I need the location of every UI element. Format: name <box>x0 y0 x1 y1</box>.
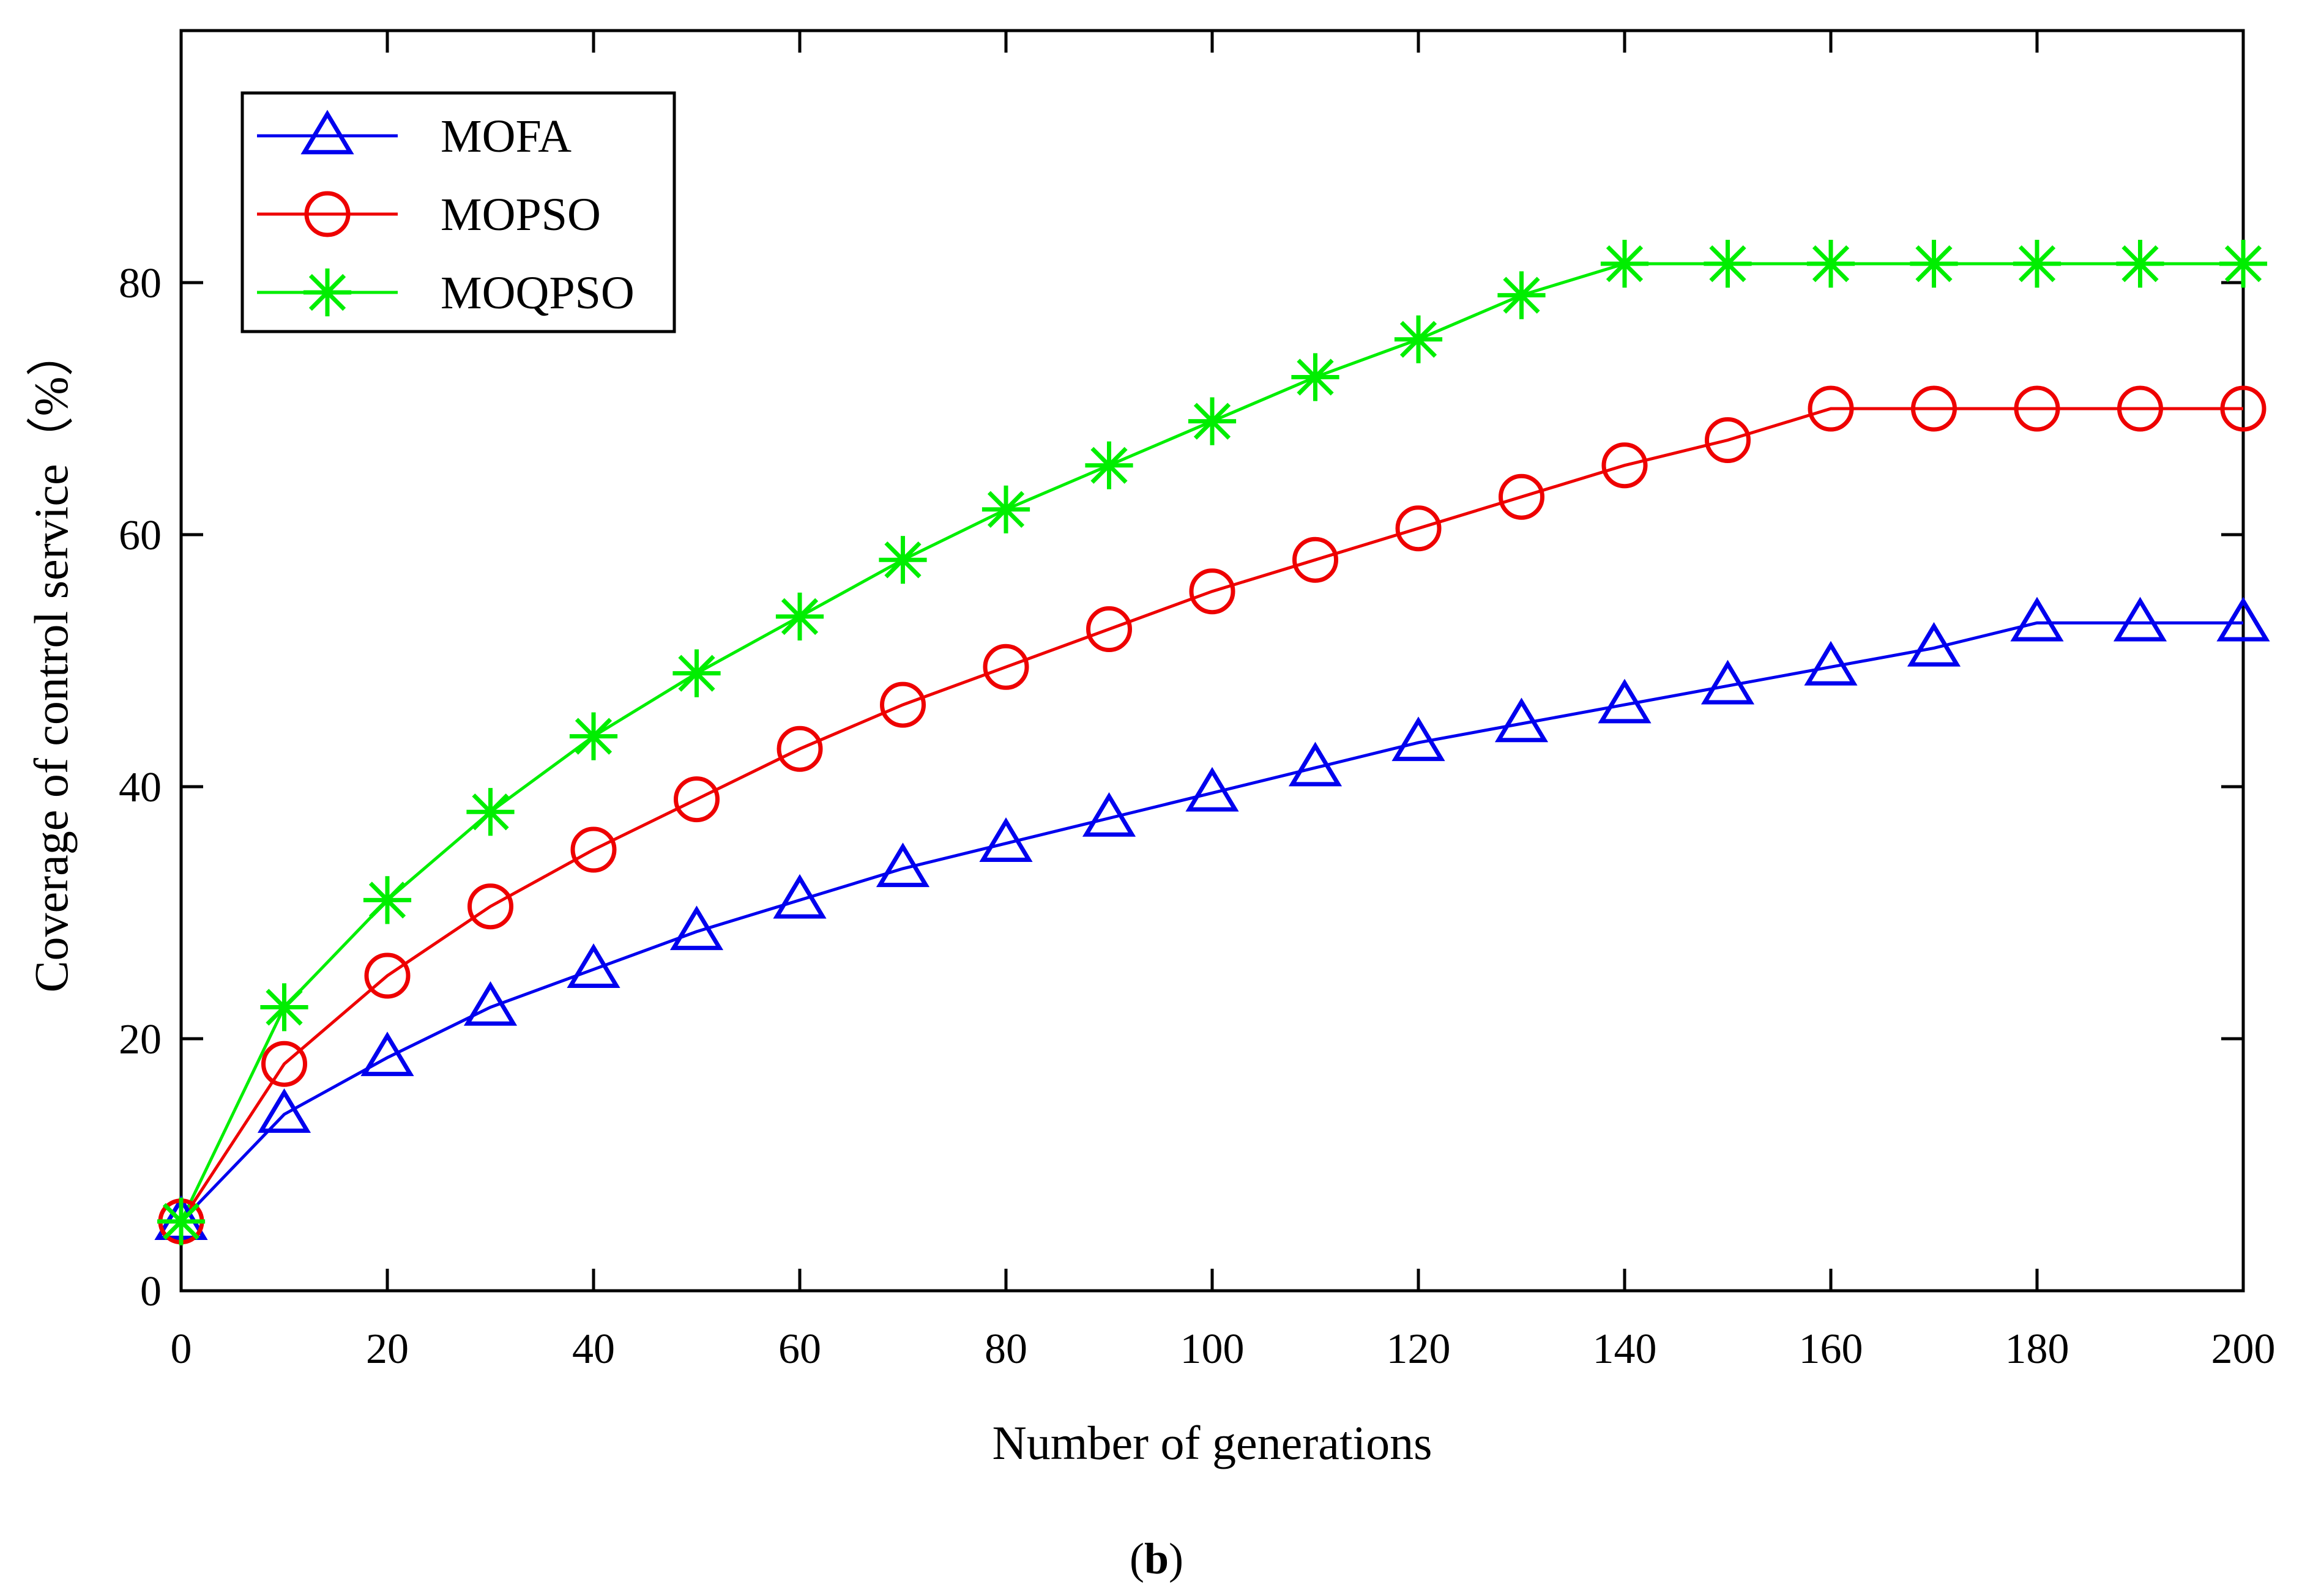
data-point-mopso <box>467 883 513 930</box>
data-point-mofa <box>2216 596 2270 642</box>
data-point-mofa <box>2113 596 2167 642</box>
data-point-mopso <box>570 826 617 873</box>
data-point-moqpso <box>775 592 824 640</box>
x-axis-label: Number of generations <box>992 1416 1432 1469</box>
data-point-mopso <box>2220 385 2266 432</box>
x-tick-label: 160 <box>1799 1326 1863 1373</box>
x-tick-label: 20 <box>366 1326 409 1373</box>
data-point-mofa <box>669 905 724 951</box>
data-point-mopso <box>880 681 926 728</box>
data-point-mopso <box>1601 442 1648 489</box>
axis-ticks: 0 20 40 60 80 100 120 140 160 180 200 0 20 40 60 80 <box>119 31 2276 1373</box>
data-point-mopso <box>777 726 823 772</box>
y-tick-label: 40 <box>119 764 162 811</box>
data-point-mofa <box>360 1031 414 1077</box>
data-point-mopso <box>674 776 720 823</box>
x-tick-label: 180 <box>2005 1326 2069 1373</box>
data-point-mopso <box>1086 606 1132 652</box>
data-point-moqpso <box>1085 441 1133 489</box>
data-point-moqpso <box>1806 240 1855 288</box>
data-point-moqpso <box>1497 271 1546 319</box>
legend-marker-mofa <box>300 109 354 155</box>
legend-label-mopso: MOPSO <box>441 189 601 240</box>
data-point-mofa <box>876 842 930 888</box>
legend-marker-moqpso <box>303 268 352 317</box>
data-point-moqpso <box>260 983 308 1031</box>
x-tick-label: 140 <box>1593 1326 1657 1373</box>
data-point-mofa <box>2010 596 2064 642</box>
data-point-mopso <box>2117 385 2163 432</box>
data-point-mopso <box>364 952 411 999</box>
figure-caption: (b) <box>1130 1534 1183 1583</box>
y-tick-label: 0 <box>140 1268 162 1315</box>
data-point-moqpso <box>672 649 721 697</box>
x-tick-label: 120 <box>1387 1326 1451 1373</box>
data-point-mopso <box>1189 568 1235 615</box>
data-point-mopso <box>1499 473 1544 520</box>
data-point-mofa <box>1082 792 1136 837</box>
y-tick-label: 80 <box>119 260 162 307</box>
caption-close: ) <box>1169 1534 1183 1583</box>
data-point-moqpso <box>1600 240 1649 288</box>
series-line-mofa <box>180 621 2243 1223</box>
data-point-mofa <box>1494 697 1549 743</box>
caption-letter: b <box>1144 1534 1169 1583</box>
data-point-moqpso <box>981 485 1030 533</box>
legend: MOFA MOPSO MOQPSO <box>240 91 676 333</box>
data-point-moqpso <box>2013 240 2062 288</box>
legend-marker-mopso <box>304 191 351 237</box>
data-point-moqpso <box>157 1197 206 1245</box>
series-line-mopso <box>179 407 2243 1223</box>
x-tick-label: 0 <box>171 1326 192 1373</box>
data-point-moqpso <box>1910 240 1958 288</box>
data-point-moqpso <box>1704 240 1752 288</box>
x-tick-label: 60 <box>778 1326 821 1373</box>
data-point-mopso <box>983 644 1029 690</box>
x-tick-label: 200 <box>2211 1326 2276 1373</box>
data-point-mofa <box>1598 678 1652 724</box>
data-point-mofa <box>257 1088 311 1133</box>
data-point-mopso <box>1705 417 1751 463</box>
data-point-moqpso <box>2219 240 2268 288</box>
legend-items: MOFA MOPSO MOQPSO <box>257 109 635 319</box>
x-tick-label: 100 <box>1180 1326 1245 1373</box>
data-point-mofa <box>1700 659 1755 705</box>
data-point-mofa <box>773 874 827 919</box>
data-point-mofa <box>463 981 518 1026</box>
data-point-moqpso <box>879 536 927 584</box>
data-point-mopso <box>261 1041 307 1087</box>
data-point-mopso <box>1292 536 1338 583</box>
data-point-moqpso <box>363 876 412 924</box>
x-tick-label: 40 <box>572 1326 615 1373</box>
data-point-mopso <box>1808 385 1854 432</box>
data-point-moqpso <box>466 788 515 836</box>
data-point-mopso <box>1395 505 1442 552</box>
data-point-moqpso <box>1188 397 1237 445</box>
x-tick-label: 80 <box>985 1326 1027 1373</box>
data-point-moqpso <box>569 712 618 760</box>
data-point-mopso <box>1911 385 1957 432</box>
legend-label-moqpso: MOQPSO <box>441 267 635 319</box>
data-point-mofa <box>1907 622 1961 667</box>
y-axis-label: Coverage of control service（%） <box>24 328 78 992</box>
data-point-mofa <box>1804 640 1858 686</box>
data-point-mofa <box>979 817 1033 862</box>
series-markers <box>154 240 2270 1245</box>
data-point-mofa <box>567 943 620 988</box>
data-point-moqpso <box>2116 240 2164 288</box>
legend-label-mofa: MOFA <box>441 111 572 162</box>
data-point-mofa <box>1185 766 1239 812</box>
data-point-mofa <box>1391 716 1445 762</box>
y-tick-label: 20 <box>119 1016 162 1063</box>
data-point-moqpso <box>1394 315 1443 363</box>
data-point-moqpso <box>1291 353 1339 401</box>
caption-open: ( <box>1130 1534 1144 1583</box>
data-point-mopso <box>2014 385 2060 432</box>
data-point-mofa <box>1288 741 1343 787</box>
y-tick-label: 60 <box>119 512 162 559</box>
